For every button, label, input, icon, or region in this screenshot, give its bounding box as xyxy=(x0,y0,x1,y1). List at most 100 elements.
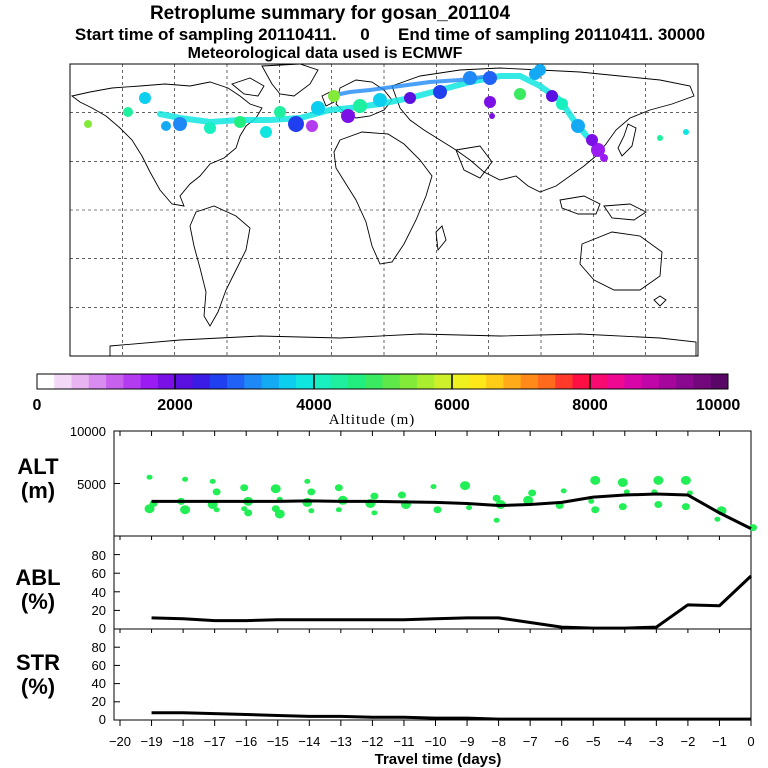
colorbar-swatch xyxy=(555,374,574,389)
panel-frames xyxy=(113,430,752,721)
colorbar-swatch xyxy=(313,374,332,389)
alt-cluster-point xyxy=(144,504,155,514)
colorbar-swatch xyxy=(486,374,504,389)
alt-cluster-point xyxy=(307,488,316,496)
colorbar-swatch xyxy=(347,374,366,389)
alt-cluster-point xyxy=(560,488,567,494)
colorbar-swatch xyxy=(537,374,556,389)
xtick-label: −9 xyxy=(460,734,475,749)
alt-cluster-point xyxy=(433,506,442,514)
abl-ytick-80: 80 xyxy=(92,548,106,563)
xtick-label: −1 xyxy=(712,734,727,749)
alt-cluster-point xyxy=(528,489,537,497)
x-axis-label: Travel time (days) xyxy=(375,751,502,768)
alt-cluster-point xyxy=(681,503,690,511)
alt-cluster-point xyxy=(335,507,342,513)
colorbar-ticks xyxy=(174,374,591,389)
alt-cluster-point xyxy=(460,481,471,491)
str-ytick-0: 0 xyxy=(99,712,106,727)
alt-cluster-point xyxy=(680,475,691,485)
str-panel-frame xyxy=(113,628,752,721)
alt-cluster-point xyxy=(591,506,600,514)
alt-panel-unit: (m) xyxy=(21,478,55,503)
colorbar-swatch xyxy=(296,374,314,389)
colorbar-label-8000: 8000 xyxy=(572,397,608,414)
alt-cluster-point xyxy=(653,475,664,485)
colorbar-label-4000: 4000 xyxy=(296,397,332,414)
alt-cluster-point xyxy=(308,508,315,514)
xtick-label: −6 xyxy=(554,734,569,749)
world-map xyxy=(69,63,699,357)
colorbar-swatch xyxy=(37,374,55,389)
alt-ytick-5000: 5000 xyxy=(77,477,106,492)
alt-cluster-point xyxy=(334,484,343,492)
colorbar-label-10000: 10000 xyxy=(696,397,741,414)
colorbar-swatch xyxy=(451,374,470,389)
colorbar: 0 2000 4000 6000 8000 10000 Altitude (m) xyxy=(33,373,741,428)
colorbar-swatch xyxy=(693,374,712,389)
colorbar-swatch xyxy=(140,374,159,389)
abl-ytick-60: 60 xyxy=(92,566,106,581)
colorbar-swatch xyxy=(278,374,297,389)
colorbar-swatch xyxy=(399,374,418,389)
alt-cluster-point xyxy=(240,484,249,492)
colorbar-swatch xyxy=(520,374,539,389)
x-tick-labels: −20 −19 −18 −17 −16 −15 −14 −13 −12 −11 … xyxy=(109,734,755,749)
alt-cluster-point xyxy=(397,491,406,499)
colorbar-swatch xyxy=(192,374,211,389)
colorbar-swatch xyxy=(434,374,453,389)
xtick-label: −20 xyxy=(109,734,131,749)
data-lines xyxy=(151,492,753,721)
abl-panel-unit: (%) xyxy=(21,589,55,614)
colorbar-swatch xyxy=(88,374,107,389)
alt-cluster-point xyxy=(182,476,189,482)
alt-cluster-point xyxy=(590,475,601,485)
colorbar-swatch xyxy=(175,374,193,389)
alt-cluster-point xyxy=(588,498,595,504)
xtick-label: −7 xyxy=(523,734,538,749)
colorbar-label-2000: 2000 xyxy=(157,397,193,414)
abl-ytick-20: 20 xyxy=(92,603,106,618)
alt-cluster-point xyxy=(492,494,501,502)
str-ytick-40: 40 xyxy=(92,676,106,691)
alt-line xyxy=(151,492,752,530)
alt-cluster-point xyxy=(213,507,220,513)
colorbar-swatch xyxy=(417,374,435,389)
str-panel-unit: (%) xyxy=(21,674,55,699)
colorbar-swatch xyxy=(710,374,729,389)
alt-cluster-point xyxy=(493,517,500,523)
chart-title: Retroplume summary for gosan_201104 xyxy=(149,3,511,24)
abl-ytick-40: 40 xyxy=(92,585,106,600)
colorbar-swatch xyxy=(123,374,142,389)
colorbar-swatch xyxy=(54,374,73,389)
colorbar-swatch xyxy=(106,374,124,389)
xtick-label: −3 xyxy=(649,734,664,749)
xtick-label: −12 xyxy=(361,734,383,749)
alt-cluster-point xyxy=(749,524,757,532)
sampling-time-line: Start time of sampling 20110411. 0 End t… xyxy=(74,25,706,44)
str-panel-label: STR xyxy=(16,650,60,675)
alt-cluster-point xyxy=(618,503,627,511)
alt-panel-label: ALT xyxy=(17,454,59,479)
xtick-label: −16 xyxy=(235,734,257,749)
str-line xyxy=(151,711,751,721)
xtick-label: −14 xyxy=(298,734,320,749)
colorbar-swatch xyxy=(589,374,608,389)
coastlines xyxy=(70,63,697,357)
colorbar-swatch xyxy=(676,374,694,389)
colorbar-swatch xyxy=(503,374,522,389)
xtick-label: −4 xyxy=(617,734,632,749)
alt-cluster-point xyxy=(466,505,473,511)
colorbar-swatch xyxy=(607,374,625,389)
alt-cluster-point xyxy=(654,501,663,508)
colorbar-swatch xyxy=(382,374,401,389)
xtick-label: −17 xyxy=(204,734,226,749)
alt-cluster-point xyxy=(209,478,216,484)
xtick-label: −10 xyxy=(424,734,446,749)
str-ytick-60: 60 xyxy=(92,658,106,673)
colorbar-swatch xyxy=(365,374,383,389)
xtick-label: −18 xyxy=(172,734,194,749)
colorbar-label-6000: 6000 xyxy=(434,397,470,414)
alt-cluster-point xyxy=(370,492,379,500)
